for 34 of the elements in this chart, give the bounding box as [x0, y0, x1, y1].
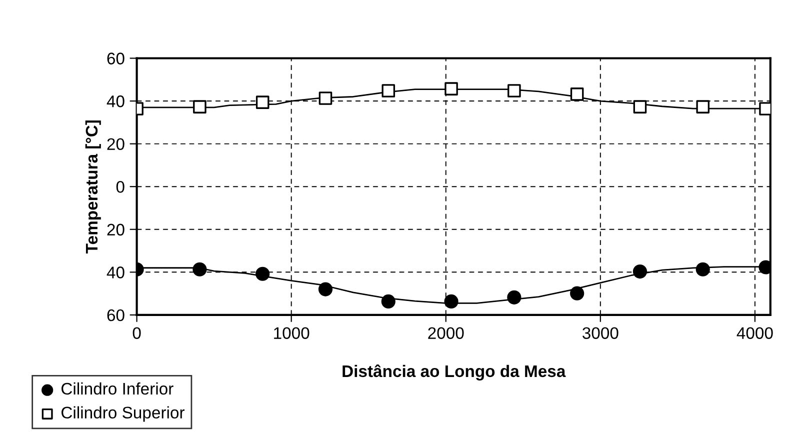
- point: [507, 290, 522, 304]
- legend-label: Cilindro Superior: [62, 406, 185, 422]
- point: [444, 294, 458, 309]
- x-tick-label: 1000: [274, 327, 310, 339]
- y-tick-label: 60: [107, 52, 124, 64]
- point: [632, 264, 648, 279]
- point: [256, 266, 270, 281]
- point: [192, 262, 207, 276]
- point: [381, 294, 396, 309]
- x-tick-label: 4000: [736, 327, 773, 339]
- point: [696, 262, 710, 276]
- point: [444, 82, 458, 96]
- point: [318, 92, 332, 105]
- y-axis-title: Temperatura [°C]: [85, 120, 101, 254]
- x-tick-label: 2000: [428, 327, 464, 339]
- point: [570, 88, 584, 101]
- y-tick-label: 20: [107, 224, 124, 236]
- point: [382, 84, 396, 98]
- point: [193, 100, 206, 114]
- x-tick-label: 3000: [582, 327, 618, 339]
- point: [318, 282, 333, 296]
- point: [256, 96, 270, 109]
- y-tick-label: 40: [106, 266, 124, 278]
- y-tick-label: 40: [106, 95, 124, 108]
- y-tick-label: 0: [116, 180, 124, 193]
- y-tick-label: 20: [107, 138, 124, 150]
- x-axis-title: Distância ao Longo da Mesa: [342, 364, 566, 380]
- point: [570, 286, 584, 300]
- x-tick-label: 0: [132, 327, 141, 339]
- legend-label: Cilindro Inferior: [62, 382, 174, 395]
- point: [508, 84, 521, 98]
- point: [696, 100, 710, 114]
- y-tick-label: 60: [107, 309, 124, 322]
- point: [633, 100, 647, 114]
